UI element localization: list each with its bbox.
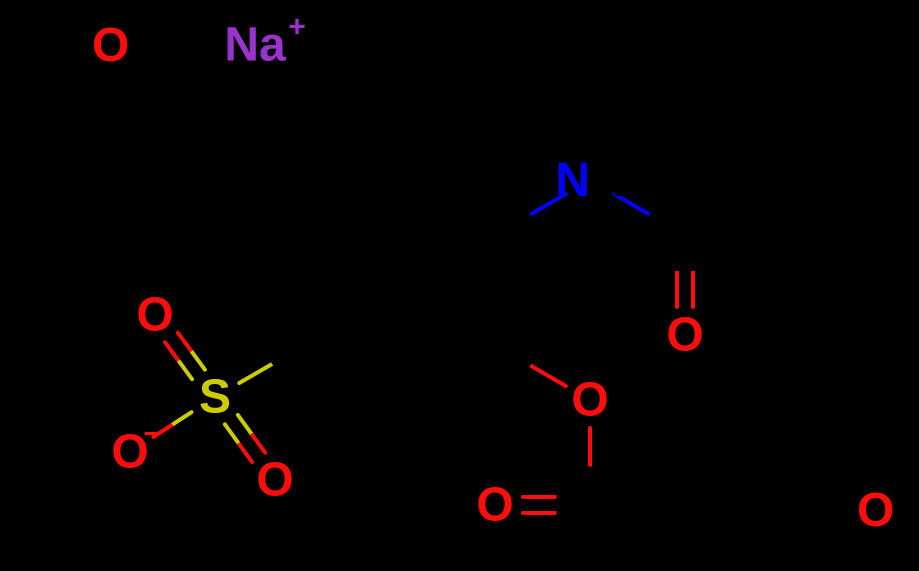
atom-W1: H2O (41, 19, 130, 72)
atom-Na: Na (224, 19, 286, 72)
charge-O3: − (143, 418, 161, 451)
atom-O4: O (666, 309, 703, 362)
atom-N: NH (555, 154, 624, 207)
molecule-diagram: SOOO−NHOOONa+H2OH2O (0, 0, 919, 571)
charge-Na: + (288, 11, 306, 44)
atom-W2: H2O (806, 484, 895, 537)
atom-O2: O (256, 454, 293, 507)
atom-S: S (199, 371, 231, 424)
atom-O1: O (136, 289, 173, 342)
atom-O6: O (476, 479, 513, 532)
atom-O5: O (571, 374, 608, 427)
